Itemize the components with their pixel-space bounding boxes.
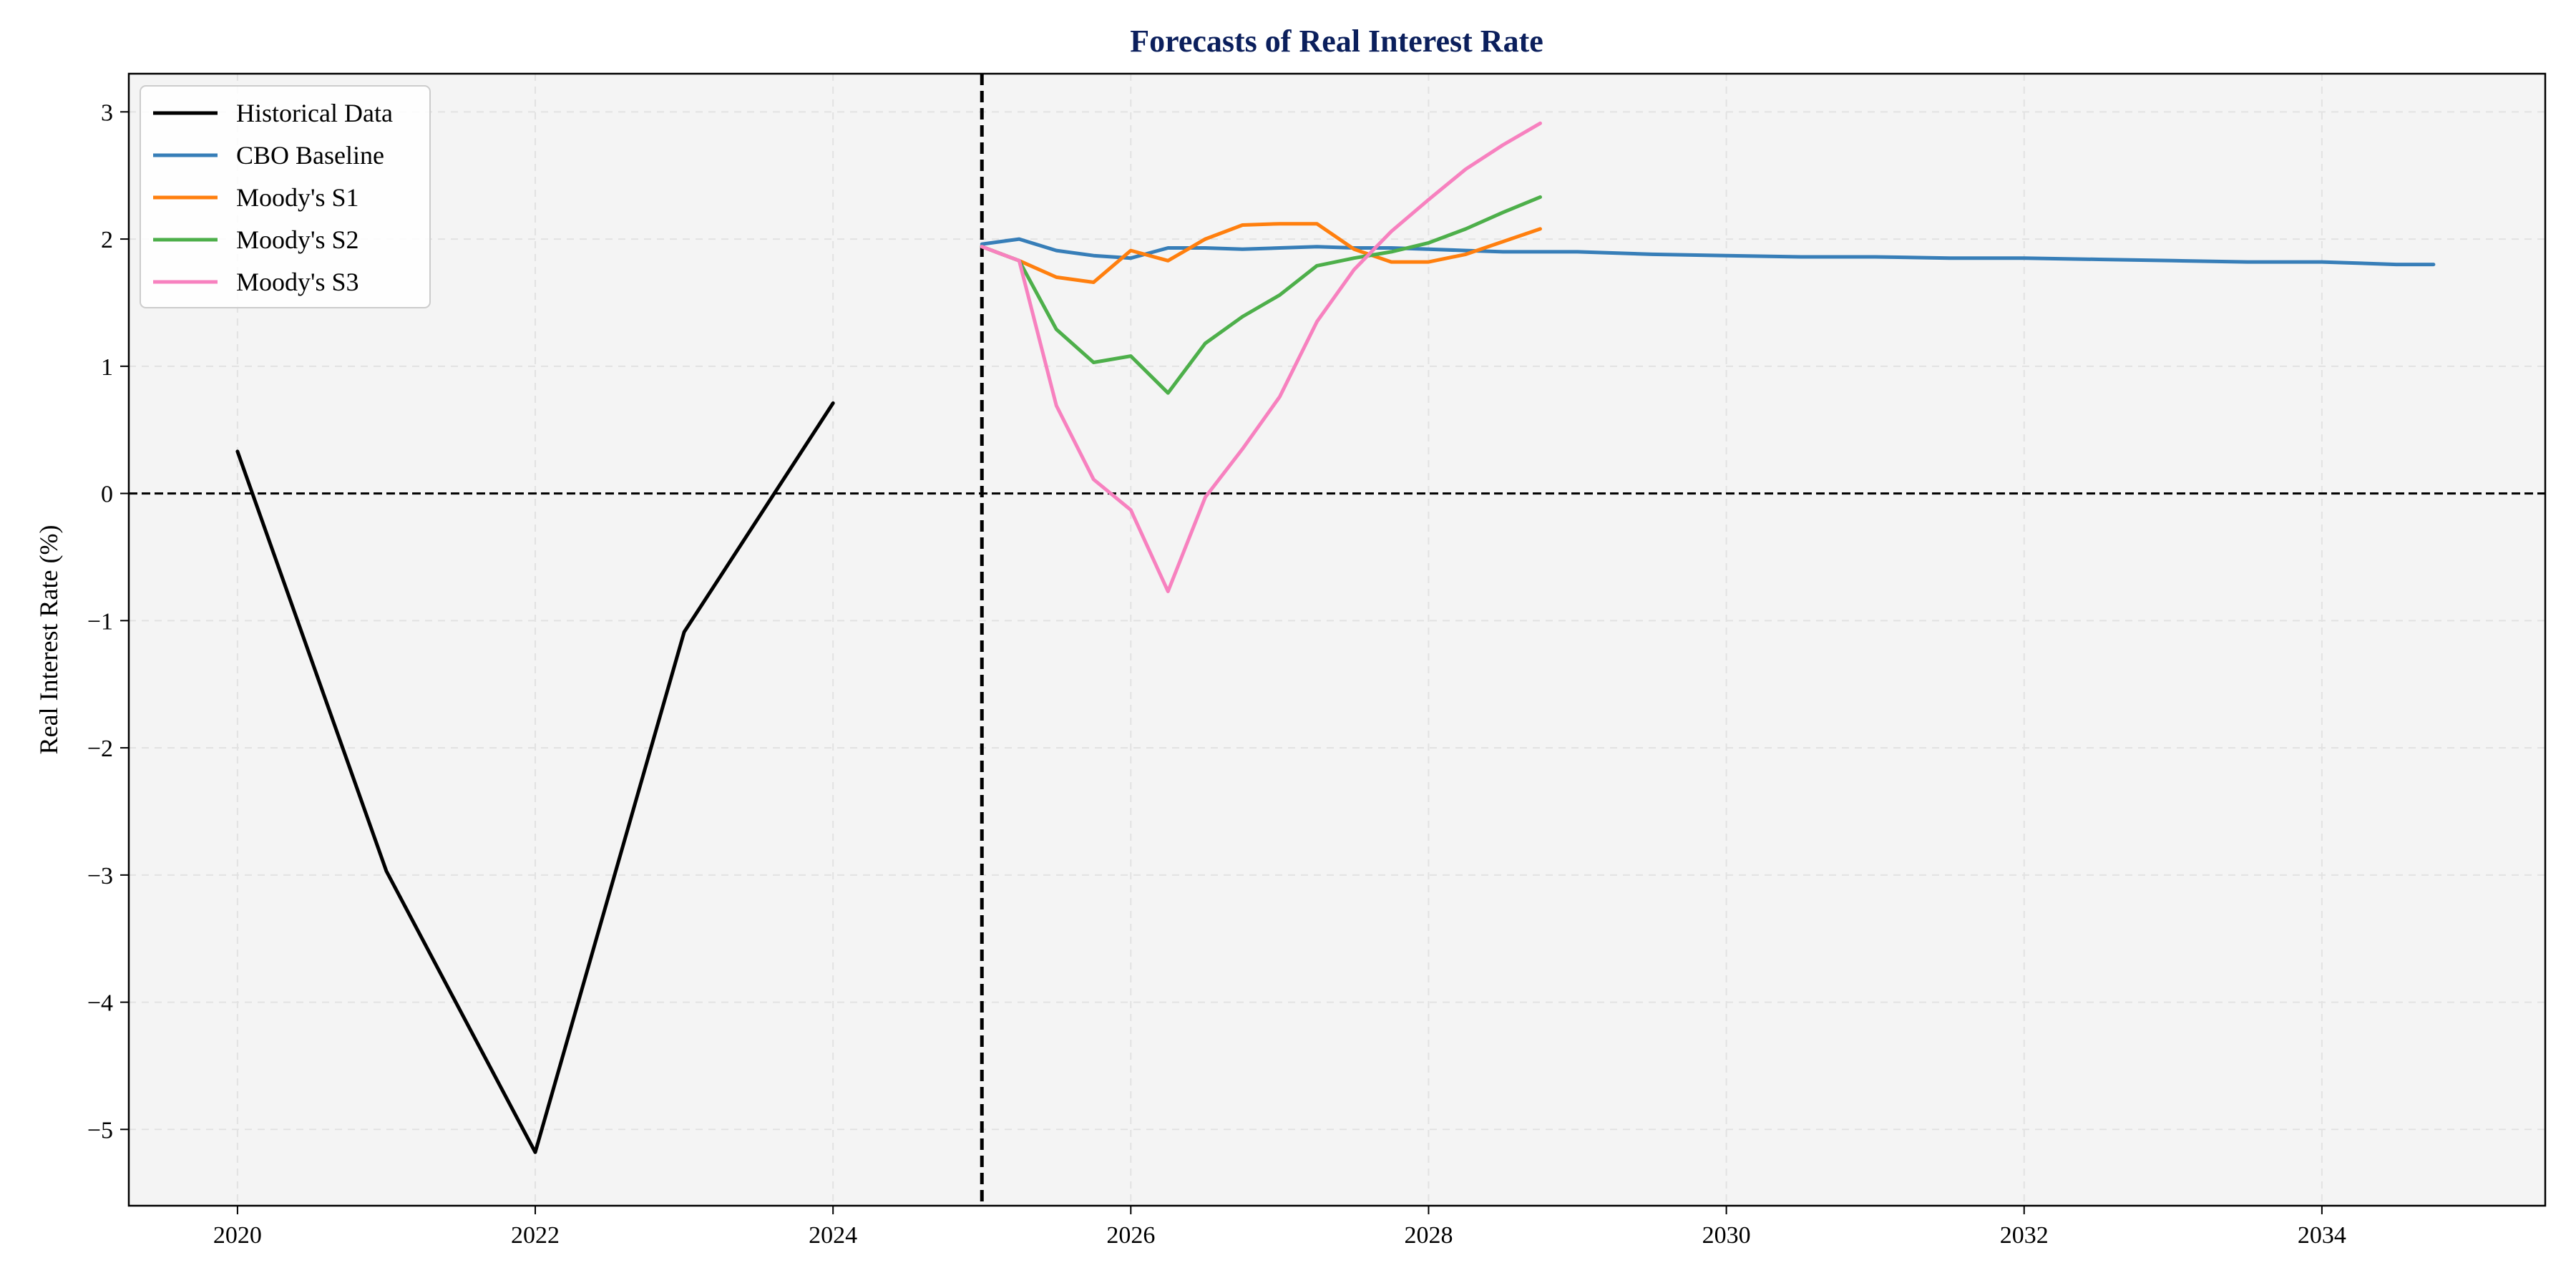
legend: Historical Data CBO Baseline Moody's S1 Moo… — [140, 85, 431, 308]
legend-label-4: Moody's S3 — [236, 268, 359, 296]
x-tick-label: 2034 — [2298, 1222, 2346, 1249]
y-tick-label: −5 — [87, 1117, 113, 1143]
x-axis: 2020 2022 2024 2026 2028 2030 2032 2034 — [213, 1206, 2346, 1249]
legend-label-2: Moody's S1 — [236, 183, 359, 212]
y-tick-label: −4 — [87, 990, 113, 1017]
y-axis: −5 −4 −3 −2 −1 0 1 2 3 — [87, 99, 129, 1143]
series-line-2 — [980, 222, 1542, 284]
series-line-3 — [980, 195, 1542, 395]
x-tick-label: 2032 — [2000, 1222, 2049, 1249]
y-tick-label: −1 — [87, 608, 113, 635]
y-tick-label: 0 — [101, 482, 113, 508]
series-lines — [235, 121, 2436, 1154]
y-tick-label: −2 — [87, 736, 113, 762]
x-tick-label: 2024 — [809, 1222, 857, 1249]
y-tick-label: 2 — [101, 227, 113, 253]
series-line-1 — [980, 237, 2436, 267]
legend-label-1: CBO Baseline — [236, 141, 384, 170]
legend-label-0: Historical Data — [236, 99, 393, 127]
y-tick-label: −3 — [87, 863, 113, 889]
x-tick-label: 2026 — [1106, 1222, 1155, 1249]
y-tick-label: 3 — [101, 99, 113, 126]
x-tick-label: 2030 — [1702, 1222, 1751, 1249]
y-tick-label: 1 — [101, 354, 113, 381]
plot-frame — [127, 72, 2547, 1207]
chart-title: Forecasts of Real Interest Rate — [1130, 24, 1543, 59]
y-axis-label: Real Interest Rate (%) — [34, 525, 63, 755]
series-line-0 — [235, 401, 835, 1154]
legend-box — [140, 85, 431, 308]
plot-background — [129, 74, 2545, 1206]
x-tick-label: 2022 — [511, 1222, 560, 1249]
reference-lines — [129, 74, 2545, 1206]
series-line-4 — [980, 121, 1542, 593]
legend-label-3: Moody's S2 — [236, 225, 359, 254]
x-tick-label: 2020 — [213, 1222, 262, 1249]
x-tick-label: 2028 — [1404, 1222, 1453, 1249]
